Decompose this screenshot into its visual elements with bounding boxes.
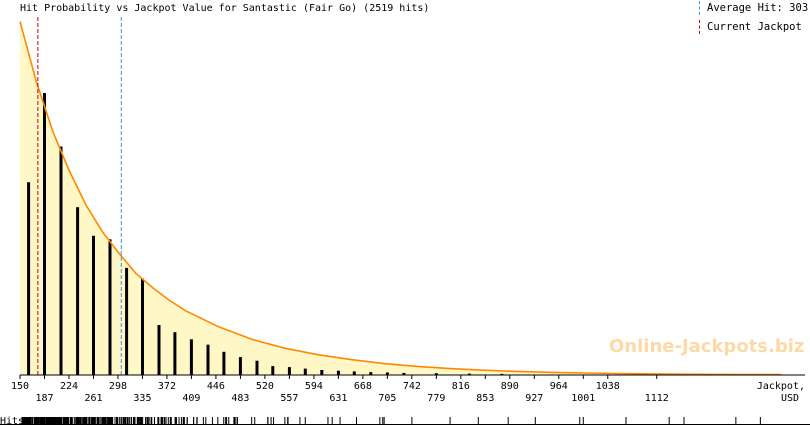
x-tick-label: 1038 <box>596 381 620 392</box>
x-tick-label: 557 <box>280 393 298 404</box>
hit-bar <box>206 344 210 375</box>
hit-bar <box>336 370 340 375</box>
x-tick-label: 927 <box>525 393 543 404</box>
x-tick-label: 594 <box>305 381 323 392</box>
x-tick-label: 964 <box>550 381 568 392</box>
hit-bar <box>43 93 46 375</box>
hit-bar <box>303 368 307 375</box>
x-axis-ticks: 150 224 298 372 446 520 594 668 742 816 890 964 1038… <box>11 375 669 404</box>
hit-bar <box>369 372 373 375</box>
x-tick-label: 816 <box>452 381 470 392</box>
chart-legend: Average Hit: 303 Current Jackpot <box>691 0 808 40</box>
x-tick-label: 520 <box>256 381 274 392</box>
hit-bar <box>222 351 226 375</box>
x-tick-label: 779 <box>427 393 445 404</box>
x-tick-label: 631 <box>329 393 347 404</box>
probability-area <box>20 21 782 375</box>
hits-rug <box>0 417 810 425</box>
hit-bar <box>141 278 144 375</box>
x-tick-label: 890 <box>501 381 519 392</box>
x-tick-label: 187 <box>35 393 53 404</box>
hit-bars <box>27 93 504 375</box>
x-tick-label: 483 <box>231 393 249 404</box>
x-axis-label-unit: USD <box>781 393 799 404</box>
hit-bar <box>434 373 438 375</box>
average-swatch <box>699 1 700 15</box>
x-tick-label: 298 <box>109 381 127 392</box>
hit-bar <box>125 267 129 375</box>
hit-bar <box>108 239 112 375</box>
hit-bar <box>59 146 63 375</box>
x-tick-label: 224 <box>60 381 78 392</box>
hit-bar <box>385 372 389 375</box>
hit-bar <box>189 339 193 375</box>
legend-item-average: Average Hit: 303 <box>699 0 808 16</box>
x-tick-label: 1112 <box>645 393 669 404</box>
x-tick-label: 372 <box>158 381 176 392</box>
chart-title: Hit Probability vs Jackpot Value for San… <box>20 3 429 14</box>
hit-bar <box>92 235 95 375</box>
hit-bar <box>173 332 177 375</box>
x-tick-label: 409 <box>182 393 200 404</box>
current-swatch <box>699 20 700 34</box>
hit-bar <box>500 373 504 375</box>
hit-bar <box>27 182 31 375</box>
x-tick-label: 1001 <box>571 393 595 404</box>
hit-bar <box>271 366 275 375</box>
watermark-logo: Online-Jackpots.biz <box>609 336 805 357</box>
x-tick-label: 446 <box>207 381 225 392</box>
x-tick-label: 668 <box>354 381 372 392</box>
x-tick-label: 150 <box>11 381 29 392</box>
probability-curve <box>19 21 782 376</box>
hit-bar <box>352 371 356 375</box>
hit-bar <box>76 207 80 375</box>
legend-current-label: Current Jackpot <box>707 21 802 33</box>
hit-bar <box>255 360 259 375</box>
x-tick-label: 705 <box>378 393 396 404</box>
hit-bar <box>467 373 471 375</box>
hits-rug-label: Hits <box>0 416 24 425</box>
hit-bar <box>157 325 161 375</box>
hit-bar <box>402 372 406 375</box>
legend-average-label: Average Hit: 303 <box>707 2 809 14</box>
hit-bar <box>238 357 242 375</box>
x-axis-label: Jackpot, <box>757 381 805 392</box>
hit-bar <box>320 370 324 375</box>
legend-item-current: Current Jackpot <box>699 19 802 35</box>
x-tick-label: 335 <box>133 393 151 404</box>
x-tick-label: 853 <box>476 393 494 404</box>
x-tick-label: 261 <box>84 393 102 404</box>
hit-bar <box>287 367 291 375</box>
x-tick-label: 742 <box>403 381 421 392</box>
